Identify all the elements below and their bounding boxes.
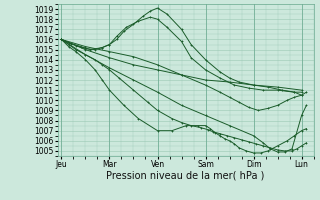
X-axis label: Pression niveau de la mer( hPa ): Pression niveau de la mer( hPa ) [107,171,265,181]
